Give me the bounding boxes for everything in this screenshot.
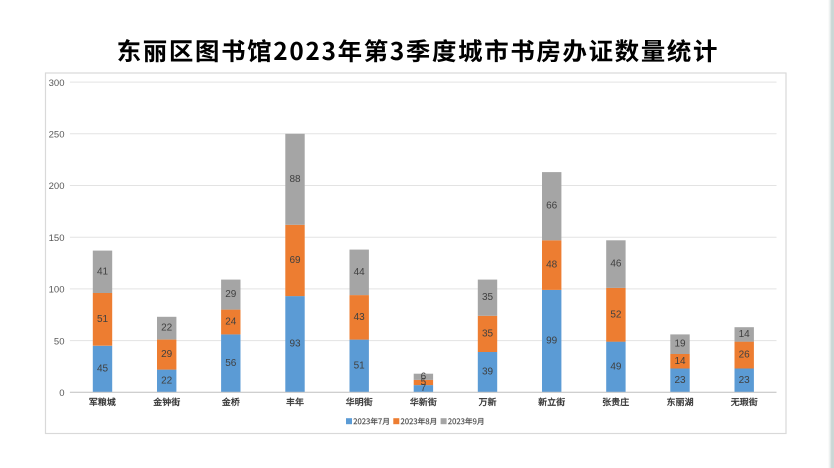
svg-text:200: 200	[49, 181, 65, 192]
svg-text:69: 69	[289, 255, 301, 266]
svg-text:0: 0	[59, 388, 64, 399]
svg-text:14: 14	[739, 329, 751, 340]
svg-text:45: 45	[97, 364, 109, 375]
svg-text:250: 250	[49, 130, 65, 141]
svg-text:35: 35	[482, 292, 494, 303]
svg-text:88: 88	[289, 174, 301, 185]
svg-text:44: 44	[354, 267, 366, 278]
svg-text:51: 51	[354, 360, 366, 371]
svg-text:26: 26	[739, 350, 751, 361]
svg-text:41: 41	[97, 266, 109, 277]
svg-text:66: 66	[546, 201, 558, 212]
svg-text:5: 5	[421, 377, 427, 388]
svg-text:29: 29	[161, 349, 173, 360]
svg-text:35: 35	[482, 328, 494, 339]
svg-text:6: 6	[421, 371, 427, 382]
svg-text:150: 150	[49, 233, 65, 244]
svg-text:93: 93	[289, 339, 301, 350]
svg-text:100: 100	[49, 285, 65, 296]
svg-text:7: 7	[421, 383, 427, 394]
svg-text:22: 22	[161, 375, 173, 386]
svg-text:51: 51	[97, 314, 109, 325]
svg-text:50: 50	[54, 336, 65, 347]
svg-text:22: 22	[161, 323, 173, 334]
svg-text:56: 56	[225, 358, 237, 369]
svg-text:29: 29	[225, 289, 237, 300]
svg-text:52: 52	[610, 309, 622, 320]
svg-text:46: 46	[610, 259, 622, 270]
svg-text:23: 23	[674, 375, 686, 386]
svg-text:39: 39	[482, 367, 494, 378]
svg-text:300: 300	[49, 78, 65, 89]
svg-text:43: 43	[354, 312, 366, 323]
svg-text:99: 99	[546, 336, 558, 347]
svg-text:14: 14	[674, 356, 686, 367]
svg-text:19: 19	[674, 339, 686, 350]
svg-text:48: 48	[546, 260, 558, 271]
svg-text:24: 24	[225, 317, 237, 328]
svg-text:23: 23	[739, 375, 751, 386]
svg-text:49: 49	[610, 362, 622, 373]
